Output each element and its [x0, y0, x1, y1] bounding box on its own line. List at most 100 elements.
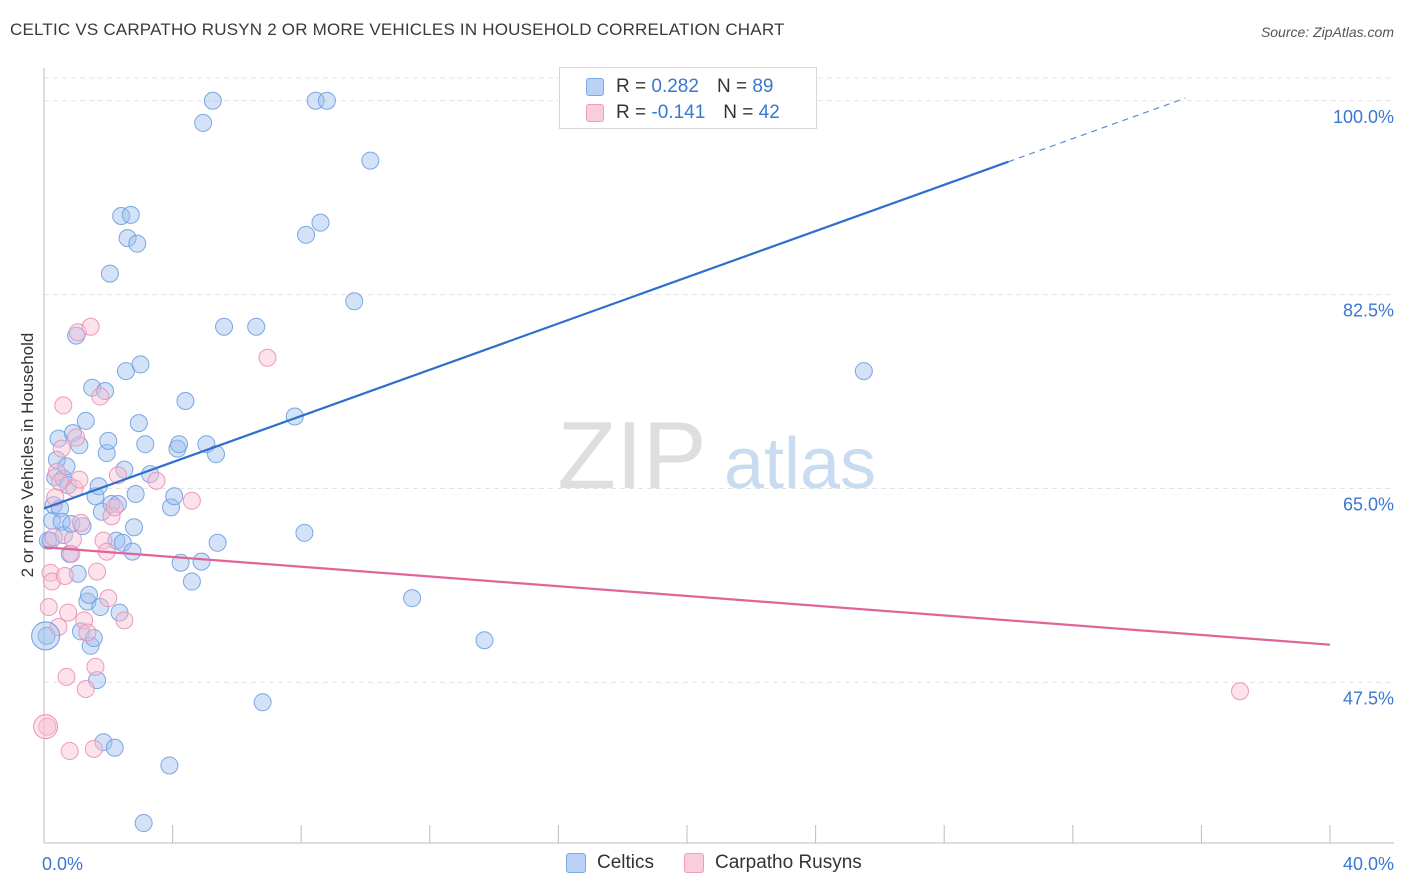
- celtics-point: [31, 621, 61, 651]
- legend-label-carpatho: Carpatho Rusyns: [715, 852, 862, 873]
- data-points: [31, 91, 1249, 833]
- y-tick-label: 65.0%: [1343, 495, 1394, 515]
- celtics-point: [57, 457, 76, 476]
- carpatho-point: [84, 739, 103, 758]
- celtics-point: [76, 411, 95, 430]
- carpatho-point: [57, 667, 76, 686]
- r-value-carpatho: -0.141: [651, 102, 706, 123]
- carpatho-legend-swatch: [684, 853, 705, 873]
- celtics-point: [96, 382, 115, 401]
- carpatho-point: [81, 317, 100, 336]
- celtics-point: [361, 151, 380, 170]
- y-tick-label: 82.5%: [1343, 301, 1394, 321]
- carpatho-swatch: [586, 104, 604, 122]
- carpatho-point: [88, 562, 107, 581]
- celtics-point: [192, 552, 211, 571]
- celtics-point: [297, 225, 316, 244]
- celtics-point: [136, 435, 155, 454]
- celtics-point: [41, 531, 60, 550]
- y-tick-label: 47.5%: [1343, 688, 1394, 708]
- carpatho-point: [60, 742, 79, 761]
- celtics-point: [854, 362, 873, 381]
- legend-item-carpatho[interactable]: Carpatho Rusyns: [684, 852, 862, 874]
- source-label: Source: ZipAtlas.com: [1260, 24, 1394, 40]
- n-value-celtics: 89: [752, 76, 774, 97]
- celtics-point: [47, 450, 66, 469]
- carpatho-point: [70, 470, 89, 489]
- carpatho-point: [1230, 682, 1249, 701]
- tick-labels: 100.0% 82.5% 65.0% 47.5% 0.0% 40.0%: [42, 107, 1394, 874]
- celtics-point: [208, 533, 227, 552]
- celtics-point: [403, 589, 422, 608]
- celtics-point: [253, 693, 272, 712]
- watermark-atlas: atlas: [724, 424, 876, 504]
- carpatho-point: [258, 348, 277, 367]
- celtics-point: [112, 206, 131, 225]
- carpatho-point: [67, 428, 86, 447]
- celtics-point: [94, 733, 113, 752]
- carpatho-point: [94, 531, 113, 550]
- carpatho-point: [63, 530, 82, 549]
- r-label: R =: [616, 102, 647, 123]
- carpatho-point: [147, 471, 166, 490]
- carpatho-point: [39, 598, 58, 617]
- series-legend: Celtics Carpatho Rusyns: [566, 852, 892, 874]
- r-value-celtics: 0.282: [651, 76, 699, 97]
- carpatho-point: [52, 439, 71, 458]
- celtics-point: [161, 498, 180, 517]
- celtics-point: [102, 495, 121, 514]
- stats-legend: R = 0.282 N = 89 R = -0.141 N = 42: [559, 67, 817, 129]
- celtics-point: [100, 264, 119, 283]
- carpatho-point: [54, 396, 73, 415]
- carpatho-point: [75, 611, 94, 630]
- celtics-point: [134, 814, 153, 833]
- celtics-point: [475, 631, 494, 650]
- carpatho-point: [49, 617, 68, 636]
- carpatho-point: [59, 603, 78, 622]
- celtics-point: [182, 572, 201, 591]
- carpatho-point: [33, 714, 59, 740]
- y-tick-label: 100.0%: [1333, 107, 1394, 127]
- chart-title: CELTIC VS CARPATHO RUSYN 2 OR MORE VEHIC…: [10, 20, 785, 39]
- watermark: ZIP atlas: [557, 402, 876, 509]
- carpatho-point: [91, 387, 110, 406]
- celtics-point: [73, 517, 92, 536]
- grid-lines: [44, 77, 1394, 683]
- legend-item-celtics[interactable]: Celtics: [566, 852, 654, 874]
- celtics-point: [105, 738, 124, 757]
- celtics-point: [170, 435, 189, 454]
- x-tick-label-min: 0.0%: [42, 854, 83, 874]
- carpatho-point: [55, 567, 74, 586]
- n-label: N =: [716, 76, 748, 97]
- celtics-point: [128, 234, 147, 253]
- stats-row-carpatho: R = -0.141 N = 42: [586, 101, 780, 125]
- trend-lines: [43, 97, 1331, 646]
- carpatho-point: [71, 513, 90, 532]
- carpatho-point: [44, 528, 63, 547]
- carpatho-point: [47, 462, 66, 481]
- celtics-point: [80, 585, 99, 604]
- carpatho-point: [99, 589, 118, 608]
- celtics-point: [295, 523, 314, 542]
- celtics-point: [194, 113, 213, 132]
- celtics-point: [121, 205, 140, 224]
- celtics-point: [176, 391, 195, 410]
- celtics-point: [203, 91, 222, 110]
- r-label: R =: [616, 76, 647, 97]
- celtics-point: [215, 317, 234, 336]
- celtics-point: [247, 317, 266, 336]
- celtics-point: [129, 414, 148, 433]
- celtics-point: [160, 756, 179, 775]
- n-value-carpatho: 42: [758, 102, 780, 123]
- x-tick-label-max: 40.0%: [1343, 854, 1394, 874]
- celtics-point: [126, 485, 145, 504]
- celtics-point: [125, 518, 144, 537]
- celtics-legend-swatch: [566, 853, 586, 873]
- carpatho-point: [78, 623, 97, 642]
- celtics-point: [118, 229, 137, 248]
- carpatho-point: [76, 680, 95, 699]
- carpatho-point: [41, 563, 60, 582]
- watermark-zip: ZIP: [557, 402, 706, 509]
- carpatho-point: [115, 611, 134, 630]
